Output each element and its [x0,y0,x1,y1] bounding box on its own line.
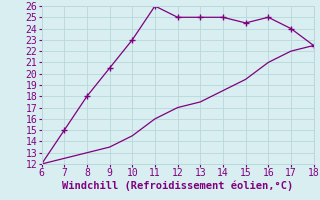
X-axis label: Windchill (Refroidissement éolien,°C): Windchill (Refroidissement éolien,°C) [62,181,293,191]
